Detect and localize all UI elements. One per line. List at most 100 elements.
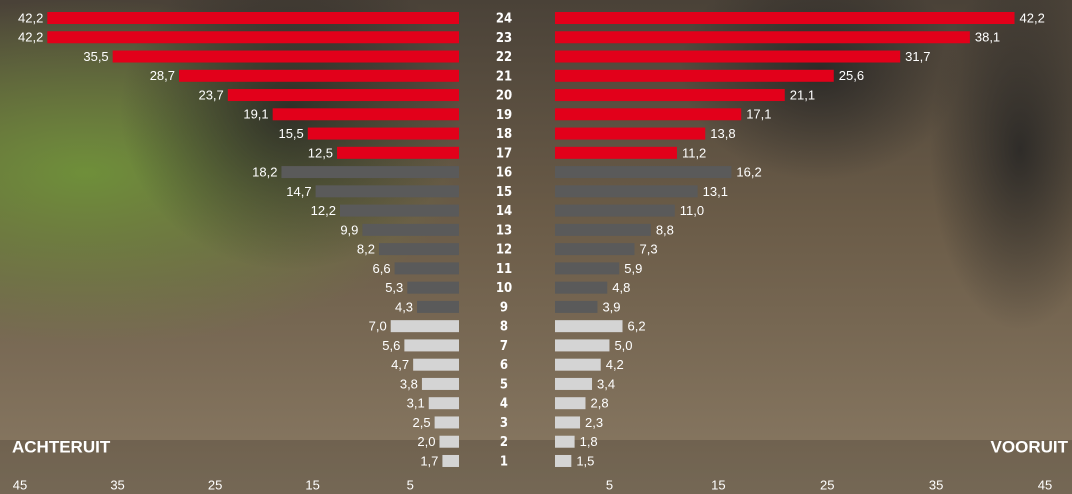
value-label: 42,2 <box>18 30 43 45</box>
value-label: 28,7 <box>150 68 175 83</box>
gear-label: 2 <box>500 435 508 450</box>
bar <box>555 70 834 82</box>
gear-label: 4 <box>500 397 508 412</box>
x-tick-label: 5 <box>606 477 613 492</box>
gear-label: 11 <box>496 262 512 277</box>
bar <box>395 262 459 274</box>
bar <box>555 166 731 178</box>
value-label: 11,2 <box>682 145 706 160</box>
gear-label: 24 <box>496 12 512 27</box>
gear-label: 14 <box>496 204 512 219</box>
value-label: 3,8 <box>400 376 418 391</box>
bar <box>407 282 459 294</box>
bar <box>47 12 459 24</box>
value-label: 5,6 <box>382 338 400 353</box>
bar <box>555 51 900 63</box>
value-label: 17,1 <box>746 107 771 122</box>
bar <box>113 51 459 63</box>
value-label: 42,2 <box>18 10 43 25</box>
gear-label: 15 <box>496 185 512 200</box>
value-label: 8,2 <box>357 242 375 257</box>
value-label: 31,7 <box>905 49 930 64</box>
gear-label: 12 <box>496 243 512 258</box>
value-label: 19,1 <box>243 107 268 122</box>
gear-label: 5 <box>500 377 508 392</box>
bar <box>429 397 459 409</box>
gear-label: 13 <box>496 223 512 238</box>
value-label: 35,5 <box>83 49 108 64</box>
bar <box>47 31 459 43</box>
bar <box>316 185 459 197</box>
bar <box>308 128 459 140</box>
bar <box>362 224 459 236</box>
bar <box>555 282 607 294</box>
bar <box>555 108 741 120</box>
bar <box>281 166 459 178</box>
series-label: VOORUIT <box>991 437 1069 456</box>
x-tick-label: 15 <box>711 477 725 492</box>
bar <box>555 243 634 255</box>
value-label: 18,2 <box>252 165 277 180</box>
bar <box>555 378 592 390</box>
background-shade <box>0 440 1072 494</box>
value-label: 1,5 <box>576 453 594 468</box>
value-label: 15,5 <box>278 126 303 141</box>
value-label: 4,8 <box>612 280 630 295</box>
bar <box>435 416 459 428</box>
bar <box>555 31 970 43</box>
bar <box>379 243 459 255</box>
x-tick-label: 35 <box>110 477 124 492</box>
bar <box>404 339 459 351</box>
bar <box>555 205 675 217</box>
value-label: 12,5 <box>308 145 333 160</box>
x-tick-label: 5 <box>407 477 414 492</box>
gear-label: 17 <box>496 146 512 161</box>
x-tick-label: 15 <box>305 477 319 492</box>
gear-label: 7 <box>500 339 508 354</box>
bar <box>555 455 571 467</box>
value-label: 1,7 <box>420 453 438 468</box>
value-label: 9,9 <box>340 222 358 237</box>
chart: ACHTERUIT VOORUIT 2442,242,22342,238,122… <box>0 0 1072 494</box>
gear-label: 19 <box>496 108 512 123</box>
value-label: 4,3 <box>395 299 413 314</box>
value-label: 21,1 <box>790 87 815 102</box>
bar <box>337 147 459 159</box>
value-label: 2,3 <box>585 415 603 430</box>
bar <box>555 359 601 371</box>
x-tick-label: 25 <box>208 477 222 492</box>
bar <box>417 301 459 313</box>
value-label: 2,5 <box>413 415 431 430</box>
value-label: 42,2 <box>1020 10 1045 25</box>
gear-label: 1 <box>500 454 508 469</box>
bar <box>555 436 575 448</box>
bar <box>555 224 651 236</box>
bar <box>228 89 459 101</box>
value-label: 3,1 <box>407 396 425 411</box>
value-label: 8,8 <box>656 222 674 237</box>
value-label: 6,6 <box>373 261 391 276</box>
value-label: 2,0 <box>417 434 435 449</box>
value-label: 2,8 <box>590 396 608 411</box>
gear-label: 22 <box>496 50 512 65</box>
gear-label: 16 <box>496 166 512 181</box>
bar <box>555 12 1015 24</box>
gear-label: 6 <box>500 358 508 373</box>
bar <box>555 128 705 140</box>
x-tick-label: 45 <box>13 477 27 492</box>
x-tick-label: 35 <box>929 477 943 492</box>
value-label: 4,2 <box>606 357 624 372</box>
bar <box>391 320 459 332</box>
value-label: 4,7 <box>391 357 409 372</box>
value-label: 11,0 <box>680 203 704 218</box>
bar <box>179 70 459 82</box>
value-label: 7,0 <box>369 319 387 334</box>
value-label: 13,8 <box>710 126 735 141</box>
series-label: ACHTERUIT <box>12 437 111 456</box>
bar <box>555 339 609 351</box>
bar <box>555 397 585 409</box>
value-label: 3,9 <box>602 299 620 314</box>
bar <box>555 416 580 428</box>
value-label: 7,3 <box>639 242 657 257</box>
bar <box>555 147 677 159</box>
